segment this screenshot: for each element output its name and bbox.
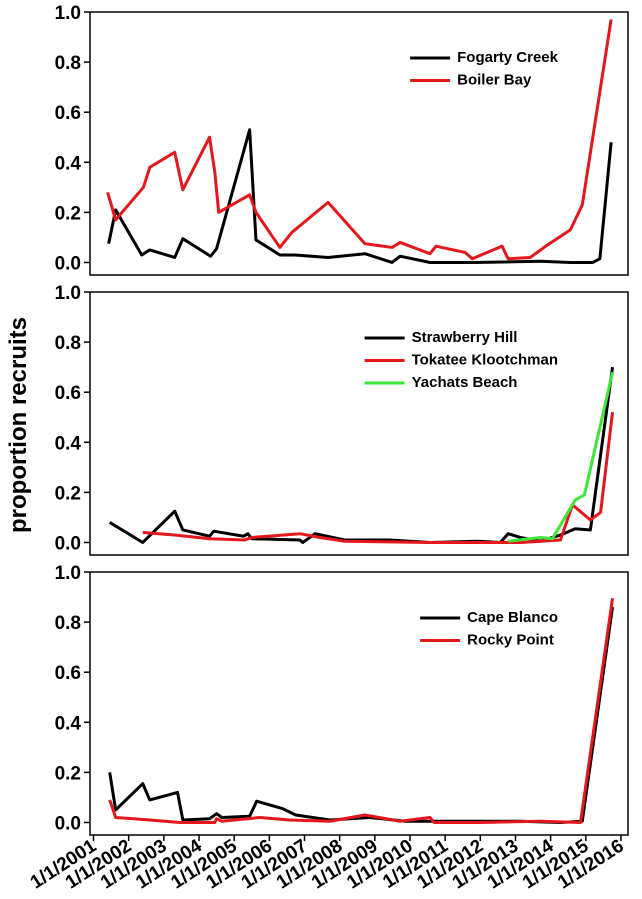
legend-label: Fogarty Creek xyxy=(457,49,559,66)
y-tick-label: 0.4 xyxy=(55,713,82,734)
data-line xyxy=(108,598,615,824)
y-tick-label: 0.2 xyxy=(55,203,81,224)
plot-frame xyxy=(89,571,629,836)
legend: Fogarty Creek Boiler Bay xyxy=(410,49,559,88)
plot-frame xyxy=(89,291,629,556)
legend-label: Strawberry Hill xyxy=(412,329,518,346)
y-tick-label: 0.6 xyxy=(55,383,81,404)
y-tick-label: 0.0 xyxy=(55,253,81,274)
legend-label: Tokatee Klootchman xyxy=(412,351,558,368)
plot-frame xyxy=(89,11,629,276)
legend-label: Cape Blanco xyxy=(467,609,558,626)
y-tick-label: 0.0 xyxy=(55,533,81,554)
data-line xyxy=(106,19,613,261)
legend-label: Yachats Beach xyxy=(412,374,518,391)
data-line xyxy=(107,128,613,264)
y-tick-label: 0.8 xyxy=(55,333,81,354)
y-tick-label: 0.4 xyxy=(55,433,82,454)
y-tick-label: 0.6 xyxy=(55,103,81,124)
data-line xyxy=(108,366,615,544)
data-line xyxy=(507,371,614,543)
y-tick-label: 1.0 xyxy=(55,283,81,304)
data-line xyxy=(142,412,615,544)
legend-label: Boiler Bay xyxy=(457,71,532,88)
legend: Strawberry Hill Tokatee Klootchman Yachats… xyxy=(364,329,558,391)
y-tick-label: 0.8 xyxy=(55,53,81,74)
y-tick-label: 0.2 xyxy=(55,483,81,504)
legend: Cape Blanco Rocky Point xyxy=(420,609,558,648)
y-tick-label: 0.8 xyxy=(55,613,81,634)
y-tick-label: 0.2 xyxy=(55,763,81,784)
y-tick-label: 0.4 xyxy=(55,153,82,174)
y-tick-label: 1.0 xyxy=(55,3,81,24)
legend-label: Rocky Point xyxy=(467,631,554,648)
y-tick-label: 0.6 xyxy=(55,663,81,684)
y-axis-label: proportion recruits xyxy=(5,317,32,533)
y-tick-label: 0.0 xyxy=(55,813,81,834)
y-tick-label: 1.0 xyxy=(55,563,81,584)
